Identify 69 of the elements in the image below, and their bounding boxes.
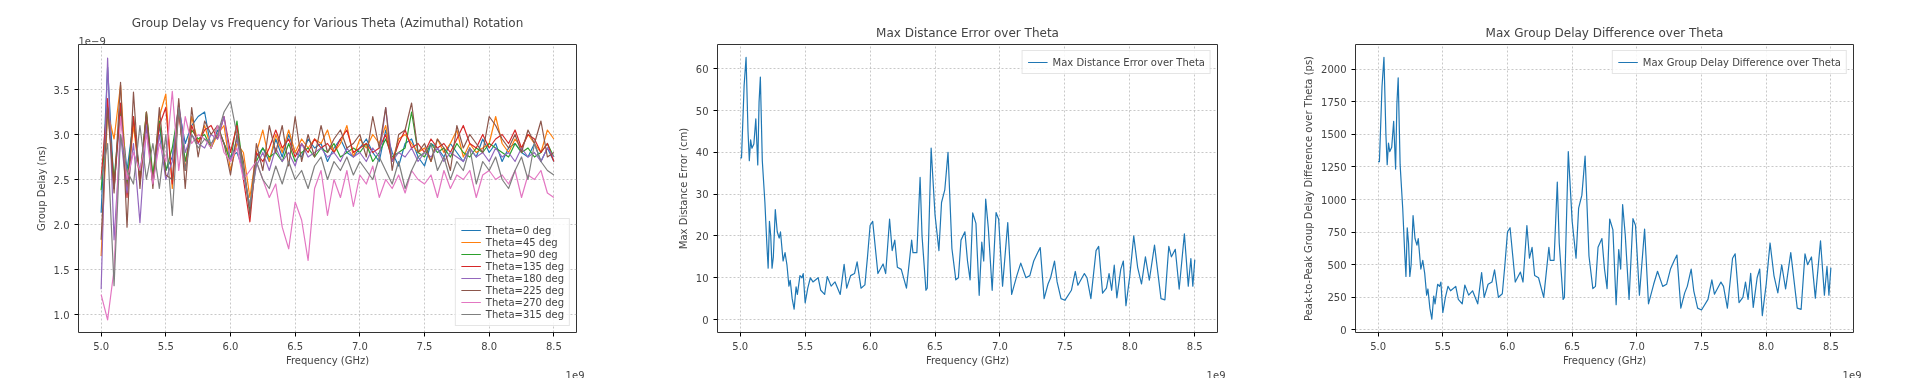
x-tick-label: 6.0 xyxy=(1499,340,1516,352)
y-tick-label: 1500 xyxy=(1321,129,1347,141)
x-tick-label: 5.0 xyxy=(93,340,110,352)
x-tick-label: 5.5 xyxy=(1434,340,1451,352)
chart-title: Group Delay vs Frequency for Various Theta (Azimuthal) Rotation xyxy=(131,15,524,30)
x-tick-label: 5.0 xyxy=(1370,340,1387,352)
y-tick-label: 1.0 xyxy=(53,309,70,321)
x-tick-label: 8.0 xyxy=(1758,340,1775,352)
x-axis-title: Frequency (GHz) xyxy=(285,354,370,366)
legend-label: Theta=0 deg xyxy=(485,224,552,236)
legend-label: Theta=225 deg xyxy=(485,284,564,296)
x-tick-label: 5.5 xyxy=(797,340,814,352)
x-tick-label: 6.0 xyxy=(222,340,239,352)
x-tick-label: 5.0 xyxy=(732,340,749,352)
chart-title: Max Distance Error over Theta xyxy=(876,25,1059,40)
x-tick-label: 7.0 xyxy=(992,340,1008,352)
x-tick-label: 8.5 xyxy=(1822,340,1839,352)
y-axis-title: Peak-to-Peak Group Delay Difference over Theta (ps) xyxy=(1303,55,1315,321)
x-tick-label: 7.0 xyxy=(351,340,368,352)
x-tick-label: 6.5 xyxy=(287,340,304,352)
y-tick-label: 1250 xyxy=(1321,162,1347,173)
y-tick-label: 500 xyxy=(1327,259,1347,271)
y-tick-label: 750 xyxy=(1327,227,1347,239)
legend-label: Theta=90 deg xyxy=(485,248,558,260)
y-tick-label: 10 xyxy=(695,272,709,284)
x-tick-label: 8.5 xyxy=(545,340,562,352)
y-tick-label: 0 xyxy=(1340,324,1347,336)
x-tick-label: 5.5 xyxy=(157,340,174,352)
legend-label: Theta=180 deg xyxy=(485,272,564,284)
y-tick-label: 50 xyxy=(695,105,709,117)
y-tick-label: 3.0 xyxy=(53,129,70,141)
legend-label: Theta=45 deg xyxy=(485,236,558,248)
x-axis-title: Frequency (GHz) xyxy=(1562,354,1647,366)
y-tick-label: 1.5 xyxy=(53,264,70,276)
y-axis-title: Group Delay (ns) xyxy=(35,145,47,231)
legend-label: Theta=135 deg xyxy=(485,260,564,272)
x-tick-label: 7.5 xyxy=(416,340,433,352)
x-tick-label: 8.5 xyxy=(1186,340,1203,352)
x-tick-label: 8.0 xyxy=(1121,340,1138,352)
y-tick-label: 60 xyxy=(695,63,709,75)
y-tick-label: 1000 xyxy=(1321,194,1347,206)
y-tick-label: 30 xyxy=(695,189,709,201)
y-tick-label: 1750 xyxy=(1321,96,1347,108)
x-tick-label: 7.5 xyxy=(1056,340,1073,352)
y-axis-title: Max Distance Error (cm) xyxy=(677,127,689,250)
chart-title: Max Group Delay Difference over Theta xyxy=(1485,25,1724,40)
x-tick-label: 6.5 xyxy=(927,340,943,352)
annotation: 1e−9 xyxy=(78,35,106,47)
x-tick-label: 7.0 xyxy=(1628,340,1645,352)
legend-label: Max Distance Error over Theta xyxy=(1052,56,1205,68)
y-tick-label: 2000 xyxy=(1321,64,1347,76)
text: 1e9 xyxy=(565,369,585,378)
x-tick-label: 6.5 xyxy=(1564,340,1581,352)
y-tick-label: 2.5 xyxy=(53,174,70,186)
y-tick-label: 20 xyxy=(695,230,709,242)
legend-label: Theta=315 deg xyxy=(485,308,564,320)
y-tick-label: 250 xyxy=(1327,292,1347,304)
x-tick-label: 6.0 xyxy=(862,340,879,352)
y-tick-label: 2.0 xyxy=(53,219,70,231)
text: 1e9 xyxy=(1842,369,1862,378)
x-tick-label: 7.5 xyxy=(1693,340,1710,352)
y-tick-label: 3.5 xyxy=(53,84,70,96)
legend-label: Max Group Delay Difference over Theta xyxy=(1642,56,1841,68)
text: 1e9 xyxy=(1206,369,1226,378)
legend-label: Theta=270 deg xyxy=(485,296,564,308)
x-axis-title: Frequency (GHz) xyxy=(925,354,1010,366)
y-tick-label: 40 xyxy=(695,147,709,159)
y-tick-label: 0 xyxy=(702,314,709,326)
x-tick-label: 8.0 xyxy=(481,340,498,352)
